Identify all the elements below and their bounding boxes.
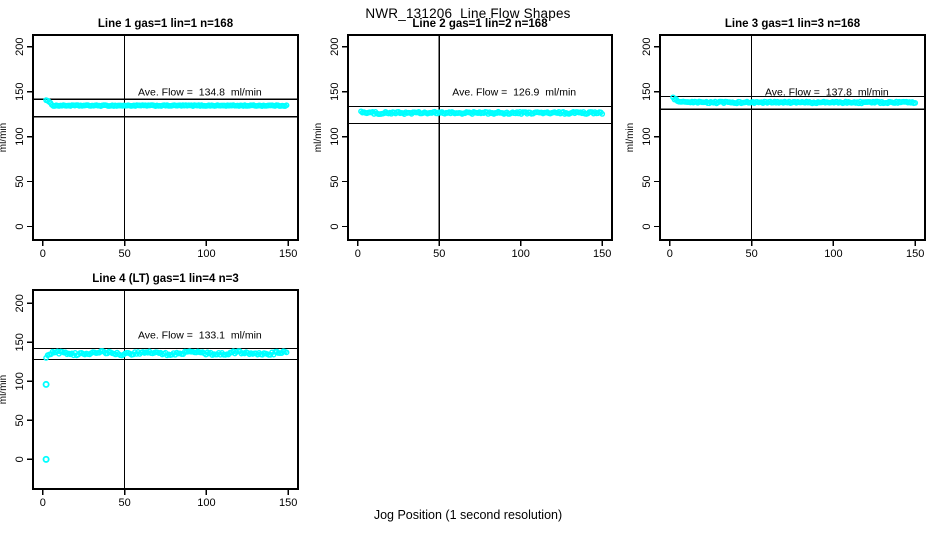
y-tick-label: 0 (14, 223, 26, 229)
y-tick-label: 200 (641, 38, 653, 56)
outlier-point (42, 455, 50, 463)
outlier-point (42, 380, 50, 388)
scatter-points (670, 94, 919, 107)
plot-box (659, 34, 926, 241)
data-point (599, 111, 606, 117)
data-point (912, 100, 919, 106)
x-tick-label: 50 (745, 248, 757, 260)
x-tick-label: 100 (197, 248, 215, 260)
data-point (283, 102, 290, 109)
y-tick-label: 200 (329, 38, 341, 56)
x-tick-label: 50 (118, 497, 130, 509)
x-tick-label: 150 (279, 248, 297, 260)
x-tick-label: 150 (906, 248, 924, 260)
subplot-title: Line 2 gas=1 lin=2 n=168 (412, 18, 548, 30)
subplot-line1: Line 1 gas=1 lin=1 n=168 0 50 100 150 200 0 50 1… (0, 18, 299, 260)
x-tick-label: 50 (433, 248, 445, 260)
scatter-points (43, 97, 290, 109)
y-tick-label: 0 (329, 223, 341, 229)
y-tick-label: 100 (329, 127, 341, 145)
y-tick-label: 0 (641, 223, 653, 229)
subplot-title: Line 4 (LT) gas=1 lin=4 n=3 (92, 273, 238, 285)
y-tick-label: 50 (641, 175, 653, 187)
subplot-title: Line 1 gas=1 lin=1 n=168 (98, 18, 234, 30)
y-tick-label: 150 (329, 82, 341, 100)
x-tick-label: 100 (512, 248, 530, 260)
y-tick-label: 50 (14, 175, 26, 187)
scatter-points (358, 108, 606, 118)
y-tick-label: 100 (14, 127, 26, 145)
y-tick-label: 200 (14, 38, 26, 56)
x-tick-label: 0 (40, 497, 46, 509)
subplot-line2: Line 2 gas=1 lin=2 n=168 0 50 100 150 200 0 50 1… (313, 18, 613, 260)
subplot-title: Line 3 gas=1 lin=3 n=168 (725, 18, 861, 30)
ave-flow-annotation: Ave. Flow = 137.8 ml/min (765, 87, 889, 99)
ave-flow-annotation: Ave. Flow = 126.9 ml/min (452, 87, 576, 99)
y-axis-title: ml/min (625, 123, 636, 152)
y-axis-title: ml/min (0, 375, 9, 404)
figure-title: NWR_131206 Line Flow Shapes (365, 6, 571, 21)
y-axis-title: ml/min (0, 123, 9, 152)
y-tick-label: 50 (329, 175, 341, 187)
x-tick-label: 150 (279, 497, 297, 509)
plot-box (347, 34, 613, 241)
scatter-points (42, 348, 290, 463)
x-axis-label: Jog Position (1 second resolution) (373, 508, 563, 522)
x-tick-label: 100 (197, 497, 215, 509)
x-tick-label: 50 (118, 248, 130, 260)
ave-flow-annotation: Ave. Flow = 133.1 ml/min (138, 329, 262, 341)
y-tick-label: 100 (14, 372, 26, 390)
y-tick-label: 50 (14, 414, 26, 426)
plot-box (32, 34, 299, 241)
x-tick-label: 0 (667, 248, 673, 260)
x-tick-label: 0 (40, 248, 46, 260)
y-tick-label: 100 (641, 127, 653, 145)
x-tick-label: 100 (824, 248, 842, 260)
y-tick-label: 0 (14, 456, 26, 462)
x-tick-label: 0 (355, 248, 361, 260)
ave-flow-annotation: Ave. Flow = 134.8 ml/min (138, 87, 262, 99)
x-tick-label: 150 (593, 248, 611, 260)
y-tick-label: 150 (641, 82, 653, 100)
plot-box (32, 289, 299, 490)
data-point (283, 349, 290, 356)
y-axis-title: ml/min (313, 123, 324, 152)
y-tick-label: 150 (14, 82, 26, 100)
y-tick-label: 150 (14, 333, 26, 351)
subplot-line3: Line 3 gas=1 lin=3 n=168 0 50 100 150 200 0 50 1… (625, 18, 926, 260)
y-tick-label: 200 (14, 294, 26, 312)
subplot-line4: Line 4 (LT) gas=1 lin=4 n=3 0 50 100 150 200 0… (0, 273, 299, 509)
